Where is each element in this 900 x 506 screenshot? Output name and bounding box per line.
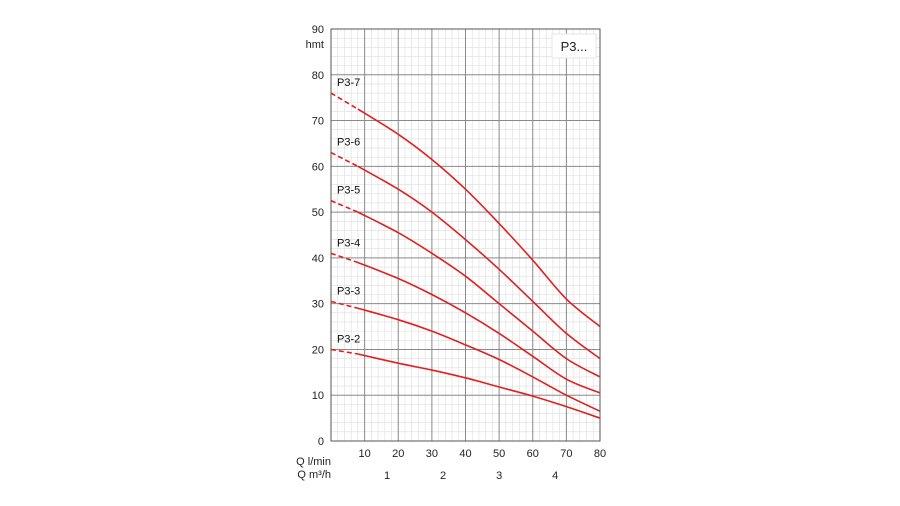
curve-label: P3-2 [337, 333, 360, 345]
curve-solid-segment [357, 307, 601, 412]
curve-p3-5: P3-5 [330, 185, 601, 378]
curve-label: P3-5 [337, 185, 360, 197]
x-tick-label: 60 [527, 448, 539, 460]
x-tick-label: 70 [560, 448, 572, 460]
y-tick-label: 90 [312, 24, 324, 36]
y-tick-label: 70 [312, 116, 324, 128]
x-tick-label: 50 [493, 448, 505, 460]
y-tick-label: 50 [312, 207, 324, 219]
y-tick-label: 30 [312, 299, 324, 311]
x-axis-label-secondary: Q m³/h [297, 469, 331, 481]
curve-label: P3-3 [337, 285, 360, 297]
curve-solid-segment [357, 165, 601, 360]
y-axis-label: hmt [306, 39, 324, 51]
curve-label: P3-4 [337, 237, 360, 249]
curve-p3-7: P3-7 [330, 77, 601, 328]
model-label-box: P3... [551, 33, 597, 59]
x2-axis-ticks: 1 2 3 4 [384, 470, 558, 482]
curve-dashed-segment [330, 151, 359, 168]
pump-curves: P3-2 P3-3 P3-4 P3-5 P3-6 P3-7 [330, 77, 601, 419]
curve-p3-6: P3-6 [330, 137, 601, 360]
curve-dashed-segment [330, 300, 359, 310]
curve-p3-4: P3-4 [330, 237, 601, 394]
y-tick-label: 0 [318, 436, 324, 448]
curve-p3-2: P3-2 [330, 333, 601, 419]
curve-solid-segment [357, 261, 601, 394]
y-tick-label: 80 [312, 70, 324, 82]
curve-dashed-segment [330, 252, 359, 264]
curve-label: P3-6 [337, 137, 360, 149]
x2-tick-label: 3 [496, 470, 502, 482]
plot-frame [330, 28, 601, 442]
chart-title: P3... [561, 39, 588, 54]
curve-solid-segment [357, 108, 601, 328]
curve-solid-segment [357, 353, 601, 419]
y-tick-label: 60 [312, 161, 324, 173]
x2-tick-label: 4 [552, 470, 558, 482]
y-tick-label: 20 [312, 344, 324, 356]
x2-tick-label: 1 [384, 470, 390, 482]
curve-label: P3-7 [337, 77, 360, 89]
curve-dashed-segment [330, 348, 359, 355]
x-axis-label-primary: Q l/min [296, 456, 331, 468]
x2-tick-label: 2 [440, 470, 446, 482]
curve-p3-3: P3-3 [330, 285, 601, 412]
x-axis-ticks: 10 20 30 40 50 60 70 80 [359, 448, 607, 460]
x-tick-label: 80 [594, 448, 606, 460]
curve-dashed-segment [330, 92, 359, 110]
x-tick-label: 20 [392, 448, 404, 460]
curve-dashed-segment [330, 199, 359, 213]
x-tick-label: 10 [359, 448, 371, 460]
y-tick-label: 40 [312, 253, 324, 265]
x-tick-label: 40 [459, 448, 471, 460]
x-tick-label: 30 [426, 448, 438, 460]
curve-solid-segment [357, 211, 601, 378]
y-axis-ticks: 0 10 20 30 40 50 60 70 80 90 [312, 24, 324, 448]
y-tick-label: 10 [312, 390, 324, 402]
